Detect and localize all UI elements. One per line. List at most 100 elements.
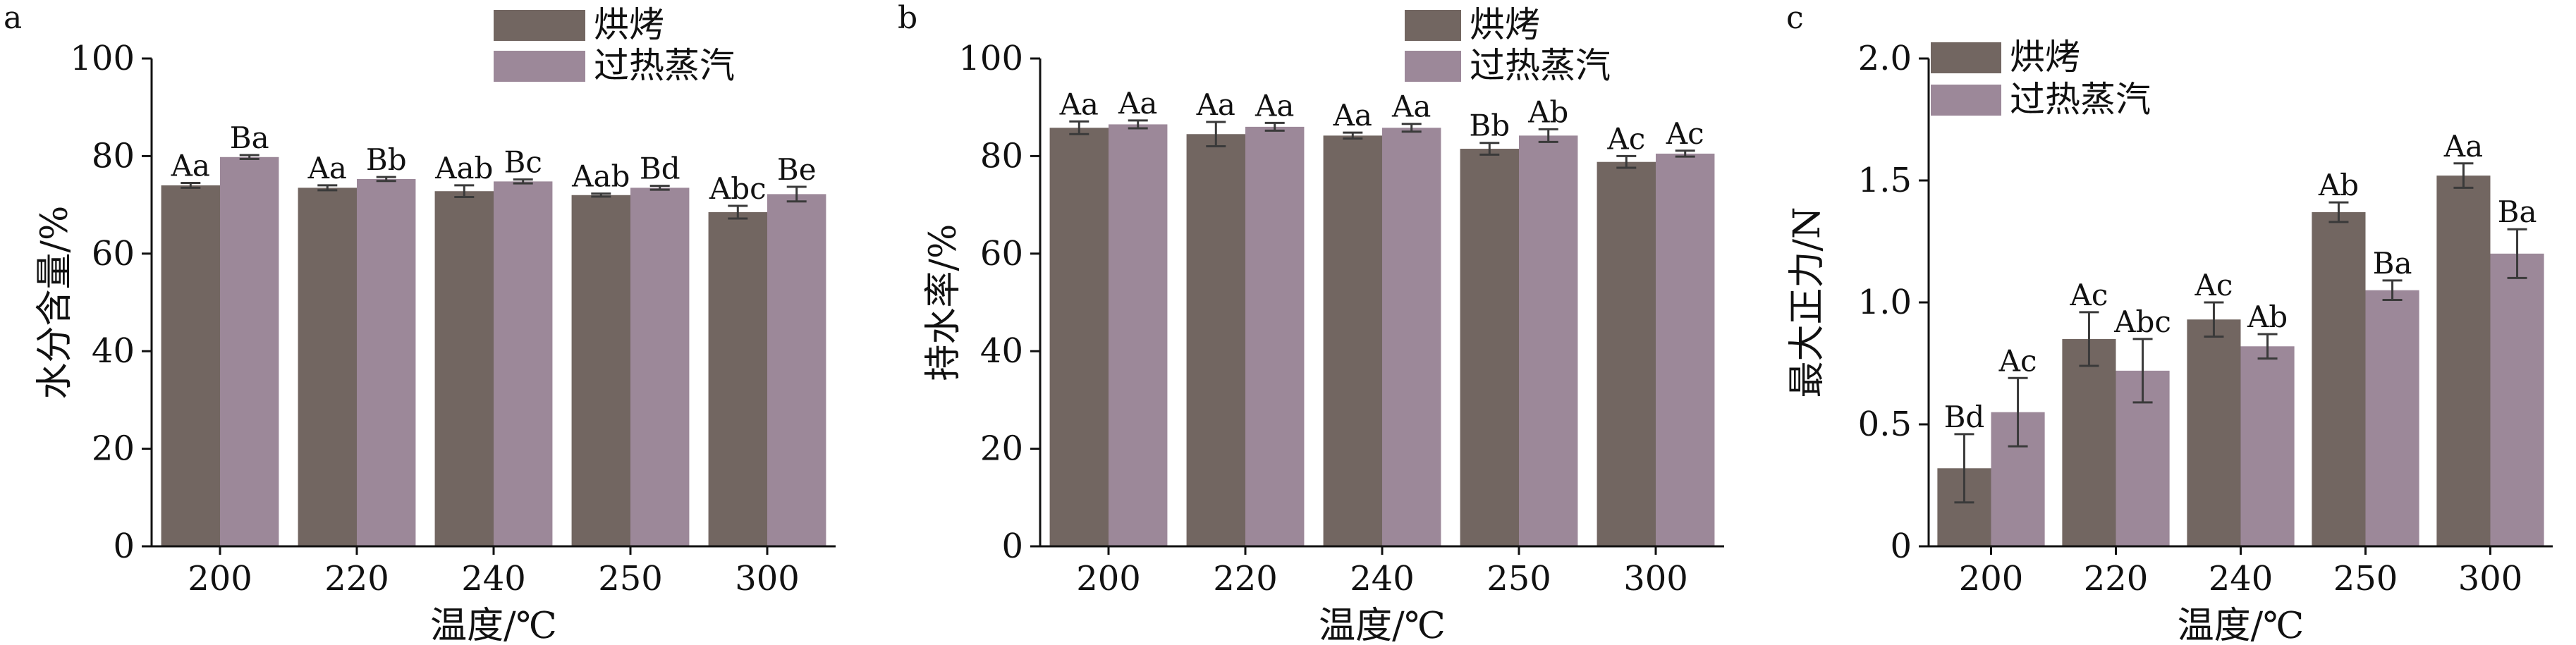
x-tick-label: 200: [1076, 559, 1141, 598]
chart-panel-a: a Aa Ba 200 Aa Bb 220 Aab Bc 240 Aab Bd 250 Abc Be 300 0…: [4, 0, 836, 645]
legend-label: 烘烤: [594, 4, 664, 45]
significance-label: Ba: [2373, 246, 2412, 281]
legend-swatch-bake: [1405, 10, 1461, 41]
error-bar: [239, 154, 260, 161]
y-tick-label: 0: [113, 527, 135, 566]
bar-steam: [1519, 135, 1578, 546]
error-bar: [1616, 154, 1637, 169]
significance-label: Bb: [1469, 109, 1510, 143]
legend-label: 烘烤: [1470, 4, 1540, 45]
y-tick-label: 100: [958, 39, 1023, 78]
significance-label: Ab: [1527, 94, 1568, 129]
bar-steam: [767, 194, 826, 546]
bar-steam: [357, 178, 416, 546]
error-bar: [1206, 121, 1226, 148]
x-tick-label: 220: [2084, 559, 2149, 598]
error-bar: [1538, 128, 1558, 143]
y-tick-label: 60: [92, 234, 135, 274]
error-bar: [513, 178, 533, 185]
bar-bake: [161, 185, 220, 546]
significance-label: Aa: [1255, 88, 1294, 123]
error-bar: [2008, 376, 2028, 448]
x-tick-label: 250: [1487, 559, 1551, 598]
bar-steam: [2240, 346, 2295, 546]
x-tick-label: 300: [735, 559, 800, 598]
y-tick-label: 40: [980, 331, 1023, 371]
y-tick-label: 20: [92, 429, 135, 469]
significance-label: Ab: [2247, 300, 2288, 334]
error-bar: [454, 184, 475, 199]
bar-bake: [1049, 128, 1109, 546]
error-bar: [1128, 119, 1148, 130]
bar-steam: [1656, 153, 1715, 546]
error-bar: [1069, 120, 1089, 135]
x-tick-label: 220: [324, 559, 389, 598]
x-tick-label: 240: [461, 559, 526, 598]
error-bar: [591, 192, 611, 198]
significance-label: Aab: [434, 151, 493, 185]
y-tick-label: 0.5: [1858, 405, 1912, 444]
significance-label: Ac: [2195, 268, 2233, 302]
error-bar: [649, 185, 670, 191]
significance-label: Be: [777, 152, 817, 187]
significance-label: Bc: [504, 145, 542, 180]
legend-swatch-steam: [1931, 85, 2001, 116]
significance-label: Bb: [366, 142, 407, 177]
legend-label: 过热蒸汽: [2010, 79, 2151, 120]
error-bar: [786, 185, 807, 203]
significance-label: Aa: [171, 148, 210, 183]
legend-label: 过热蒸汽: [594, 45, 735, 86]
legend-swatch-steam: [494, 51, 585, 82]
significance-label: Aab: [571, 159, 630, 194]
error-bar: [2507, 228, 2527, 279]
error-bar: [1264, 121, 1285, 132]
error-bar: [1479, 142, 1500, 156]
panel-label: a: [4, 0, 22, 36]
significance-label: Ba: [2498, 195, 2537, 229]
x-axis-title: 温度/℃: [430, 605, 557, 645]
bar-bake: [2062, 338, 2116, 546]
significance-label: Bd: [1944, 400, 1985, 434]
x-axis-title: 温度/℃: [1319, 605, 1446, 645]
significance-label: Aa: [1333, 98, 1372, 133]
bar-steam: [630, 188, 690, 546]
significance-label: Abc: [2113, 305, 2171, 339]
error-bar: [2382, 279, 2403, 302]
y-tick-label: 80: [980, 136, 1023, 176]
error-bar: [2257, 333, 2278, 360]
panel-label: b: [898, 0, 917, 36]
bar-bake: [298, 188, 357, 546]
bar-bake: [708, 211, 767, 546]
y-tick-label: 0: [1001, 527, 1023, 566]
error-bar: [2132, 338, 2153, 404]
x-tick-label: 200: [188, 559, 252, 598]
y-tick-label: 60: [980, 234, 1023, 274]
significance-label: Bd: [640, 152, 680, 186]
chart-panel-b: b Aa Aa 200 Aa Aa 220 Aa Aa 240 Bb Ab 250 Ac Ac 300 0 20 4…: [898, 0, 1724, 645]
bar-bake: [434, 191, 494, 546]
bar-steam: [2365, 290, 2419, 546]
x-tick-label: 240: [2209, 559, 2273, 598]
error-bar: [1343, 131, 1363, 140]
error-bar: [1675, 149, 1695, 158]
significance-label: Aa: [307, 151, 347, 185]
significance-label: Aa: [1059, 87, 1099, 121]
x-tick-label: 250: [598, 559, 663, 598]
bar-steam: [1245, 126, 1305, 546]
y-axis-title: 水分含量/%: [34, 206, 76, 400]
y-axis-title: 最大正力/N: [1786, 207, 1829, 398]
significance-label: Ac: [1606, 121, 1645, 156]
y-tick-label: 20: [980, 429, 1023, 469]
error-bar: [1954, 433, 1974, 504]
y-tick-label: 100: [70, 39, 135, 78]
x-axis-title: 温度/℃: [2178, 605, 2305, 645]
error-bar: [2328, 201, 2349, 223]
bar-steam: [2490, 253, 2544, 546]
error-bar: [376, 176, 396, 183]
bar-steam: [494, 181, 553, 546]
legend-label: 过热蒸汽: [1470, 45, 1611, 86]
bar-bake: [1186, 134, 1245, 546]
